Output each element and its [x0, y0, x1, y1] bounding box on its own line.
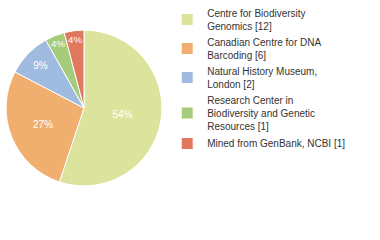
svg-text:Centre for BiodiversityGenomic: Centre for BiodiversityGenomics [12]: [207, 8, 305, 32]
svg-text:Mined from GenBank, NCBI [1]: Mined from GenBank, NCBI [1]: [207, 138, 345, 149]
svg-text:4%: 4%: [51, 38, 65, 49]
svg-text:Natural History Museum,London: Natural History Museum,London [2]: [207, 66, 317, 90]
svg-text:4%: 4%: [68, 34, 82, 45]
svg-text:54%: 54%: [112, 109, 132, 120]
svg-text:Research Center inBiodiversity: Research Center inBiodiversity and Genet…: [207, 95, 315, 132]
svg-text:27%: 27%: [33, 119, 53, 130]
svg-text:9%: 9%: [33, 60, 48, 71]
svg-text:Canadian Centre for DNABarcodi: Canadian Centre for DNABarcoding [6]: [207, 37, 321, 61]
